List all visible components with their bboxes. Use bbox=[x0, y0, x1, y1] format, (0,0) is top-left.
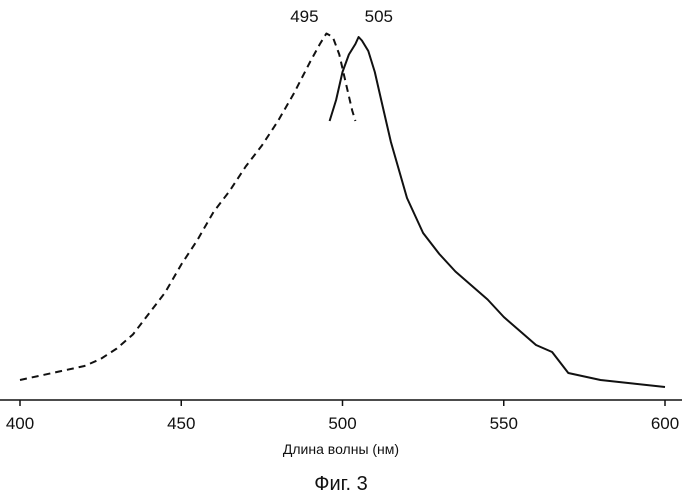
dashed-curve bbox=[20, 34, 355, 381]
x-axis-title: Длина волны (нм) bbox=[0, 441, 682, 457]
figure-caption: Фиг. 3 bbox=[0, 473, 682, 496]
x-tick-label: 400 bbox=[6, 414, 34, 433]
series-group bbox=[20, 34, 665, 388]
x-tick-label: 450 bbox=[167, 414, 195, 433]
x-tick-label: 600 bbox=[651, 414, 679, 433]
peak-label: 495 bbox=[290, 7, 318, 26]
x-tick-label: 500 bbox=[328, 414, 356, 433]
x-axis: 400 450 500 550 600 bbox=[0, 400, 682, 433]
peak-label: 505 bbox=[365, 7, 393, 26]
label-group: 495 505 bbox=[290, 7, 393, 26]
solid-curve bbox=[330, 37, 665, 387]
x-tick-label: 550 bbox=[490, 414, 518, 433]
